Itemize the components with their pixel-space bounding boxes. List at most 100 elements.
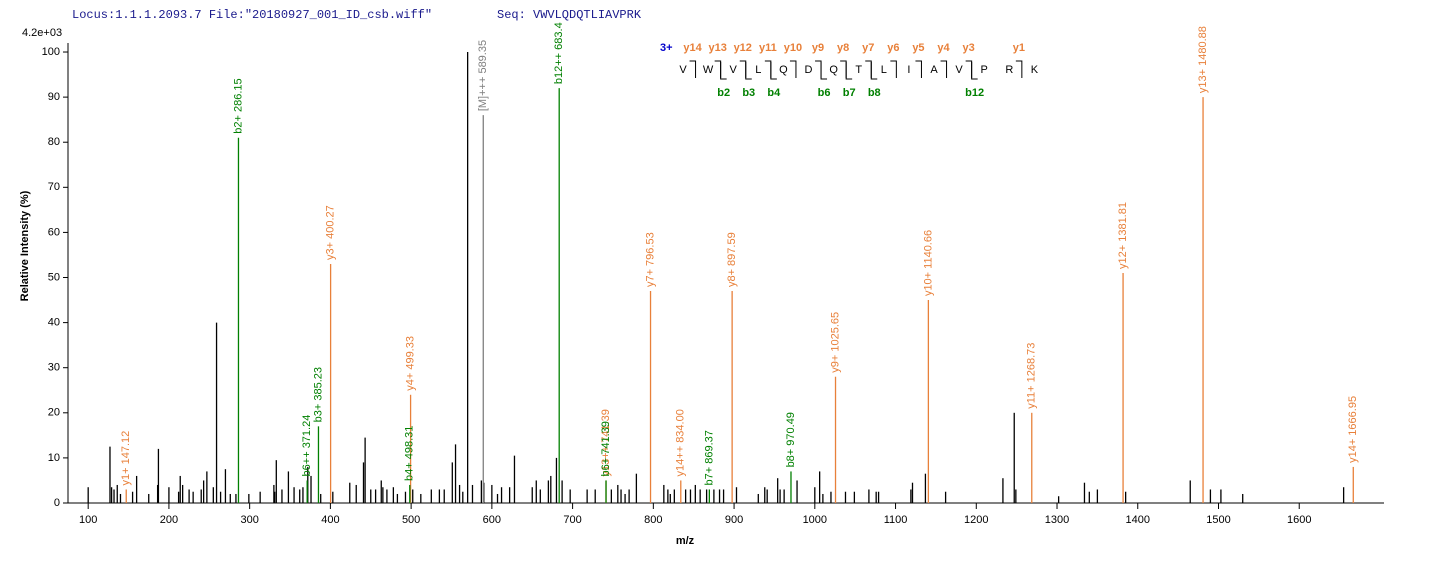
- y-ion: y13: [708, 42, 726, 54]
- y-bracket: [865, 60, 872, 78]
- peak-label: y7+ 796.53: [644, 232, 656, 287]
- peak-label: b12++ 683.4: [553, 22, 565, 84]
- x-tick-label: 900: [725, 514, 743, 526]
- residue: K: [1031, 64, 1039, 76]
- y-axis-label: Relative Intensity (%): [19, 190, 31, 301]
- residue: L: [881, 64, 887, 76]
- y-tick-label: 0: [54, 497, 60, 509]
- residue: P: [981, 64, 988, 76]
- b-bracket: [820, 62, 828, 80]
- x-tick-label: 500: [402, 514, 420, 526]
- b-bracket: [870, 62, 878, 80]
- y-ion: y14: [683, 42, 702, 54]
- charge: 3+: [660, 42, 673, 54]
- b-bracket: [745, 62, 752, 80]
- locus: Locus:1.1.1.2093.7 File:"20180927_001_ID…: [72, 8, 432, 22]
- y-ion: y12: [734, 42, 752, 54]
- x-tick-label: 1500: [1206, 514, 1230, 526]
- y-tick-label: 10: [48, 452, 60, 464]
- sequence-header: Seq: VWVLQDQTLIAVPRK: [497, 8, 642, 22]
- y-ion: y5: [912, 42, 924, 54]
- y-ion: y6: [887, 42, 899, 54]
- y-bracket: [1015, 60, 1023, 78]
- residue: V: [955, 64, 963, 76]
- b-ion: b2: [717, 87, 730, 99]
- y-tick-label: 60: [48, 226, 60, 238]
- x-axis-label: m/z: [676, 535, 695, 547]
- y-bracket: [739, 60, 747, 78]
- y-tick-label: 30: [48, 362, 60, 374]
- x-tick-label: 1400: [1126, 514, 1150, 526]
- peak-label: y8+ 897.59: [726, 232, 738, 287]
- b-ion: b8: [868, 87, 881, 99]
- b-ion: b6: [818, 87, 831, 99]
- y-bracket: [840, 60, 847, 78]
- y-bracket: [915, 60, 922, 78]
- residue: V: [730, 64, 738, 76]
- residue: Q: [829, 64, 838, 76]
- residue: D: [805, 64, 813, 76]
- y-bracket: [764, 60, 772, 78]
- peak-label: b6++ 371.24: [301, 415, 313, 477]
- residue: R: [1005, 64, 1013, 76]
- y-bracket: [815, 60, 822, 78]
- y-ion: y3: [963, 42, 975, 54]
- residue: W: [703, 64, 714, 76]
- residue: A: [930, 64, 938, 76]
- scale-label: 4.2e+03: [22, 27, 62, 39]
- residue: I: [907, 64, 910, 76]
- peak-label: y14+ 1666.95: [1347, 396, 1359, 463]
- peak-label: [M]+++ 589.35: [477, 40, 489, 111]
- y-bracket: [965, 60, 973, 78]
- residue: L: [755, 64, 761, 76]
- b-ion: b7: [843, 87, 856, 99]
- peak-label: b4+ 498.31: [404, 426, 416, 481]
- y-bracket: [689, 60, 697, 78]
- peak-label: b6+ 741.39: [600, 421, 612, 476]
- y-tick-label: 70: [48, 181, 60, 193]
- b-ion: b4: [767, 87, 781, 99]
- y-ion: y1: [1013, 42, 1025, 54]
- residue: V: [679, 64, 687, 76]
- x-tick-label: 600: [483, 514, 501, 526]
- y-tick-label: 80: [48, 136, 60, 148]
- peak-label: y11+ 1268.73: [1026, 343, 1038, 409]
- y-ion: y4: [937, 42, 950, 54]
- b-bracket: [720, 62, 727, 80]
- y-bracket: [789, 60, 797, 78]
- y-ion: y10: [784, 42, 802, 54]
- peak-label: b3+ 385.23: [312, 367, 324, 422]
- x-tick-label: 200: [160, 514, 178, 526]
- y-ion: y11: [759, 42, 777, 54]
- b-bracket: [770, 62, 777, 80]
- y-tick-label: 90: [48, 91, 60, 103]
- peak-label: y1+ 147.12: [120, 431, 132, 486]
- peak-label: y9+ 1025.65: [829, 312, 841, 373]
- y-bracket: [714, 60, 722, 78]
- peak-label: y14++ 834.00: [675, 409, 687, 476]
- y-bracket: [940, 60, 948, 78]
- b-bracket: [845, 62, 853, 80]
- residue: Q: [779, 64, 788, 76]
- y-tick-label: 20: [48, 407, 60, 419]
- peak-label: y12+ 1381.81: [1117, 202, 1129, 269]
- y-ion: y9: [812, 42, 824, 54]
- x-tick-label: 400: [321, 514, 339, 526]
- x-tick-label: 1100: [884, 514, 908, 526]
- y-ion: y7: [862, 42, 874, 54]
- peak-label: b8+ 970.49: [785, 412, 797, 467]
- x-tick-label: 700: [563, 514, 581, 526]
- peak-label: y3+ 400.27: [325, 205, 337, 260]
- x-tick-label: 1600: [1287, 514, 1311, 526]
- y-tick-label: 50: [48, 271, 60, 283]
- b-ion: b12: [965, 87, 984, 99]
- peak-label: y4+ 499.33: [404, 336, 416, 391]
- b-ion: b3: [742, 87, 755, 99]
- x-tick-label: 800: [644, 514, 662, 526]
- x-tick-label: 1000: [803, 514, 827, 526]
- b-bracket: [971, 62, 978, 80]
- peak-label: b7+ 869.37: [703, 430, 715, 485]
- peak-label: b2+ 286.15: [232, 78, 244, 133]
